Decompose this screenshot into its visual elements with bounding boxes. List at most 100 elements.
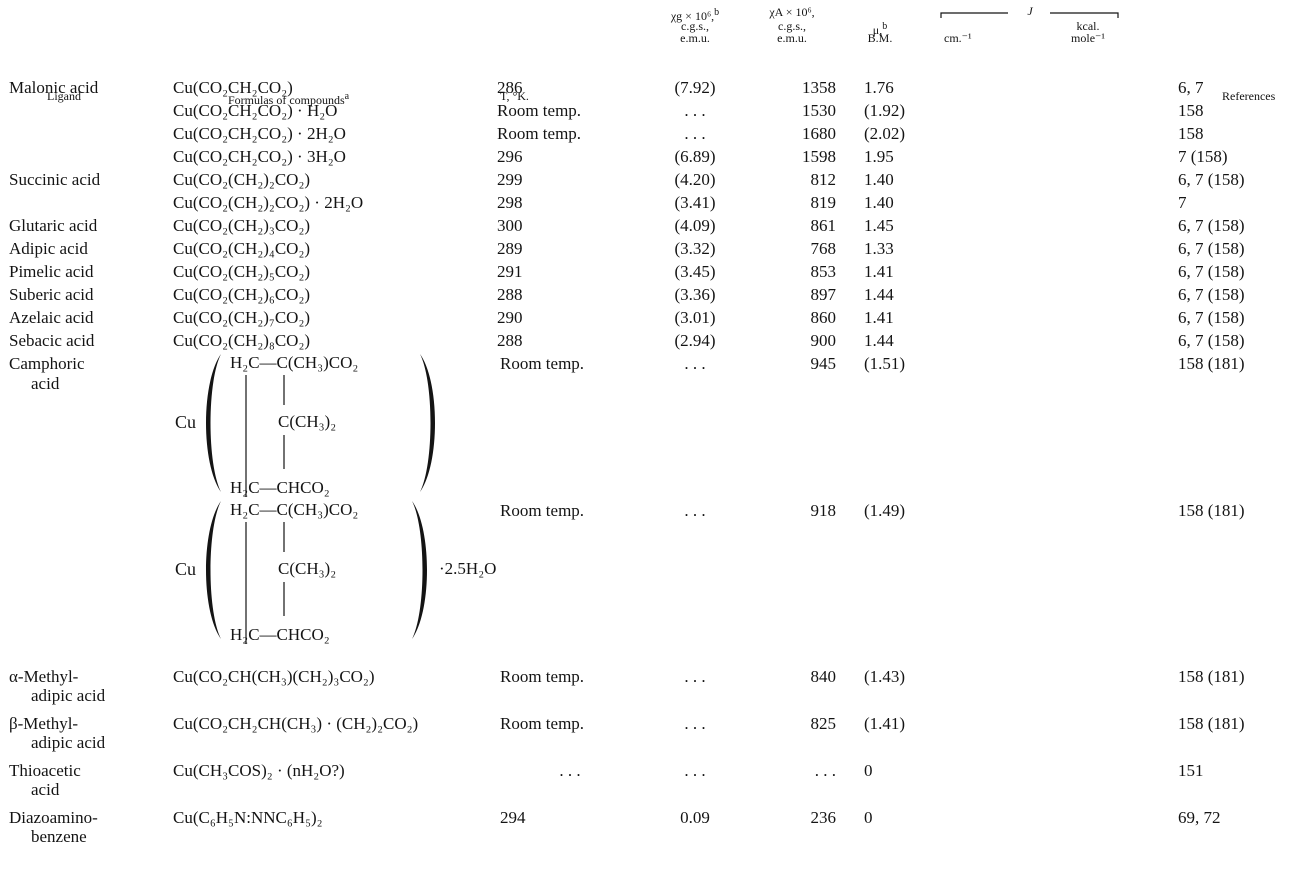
chi-a-cell: . . . (814, 761, 836, 780)
ligand-cell: Suberic acid (9, 285, 94, 304)
header-chi-g-line2: c.g.s., (681, 19, 709, 33)
ligand-cell-continued: adipic acid (31, 733, 106, 752)
structure-middle: C(CH₃)₂ (278, 559, 337, 578)
chi-a-cell: 768 (810, 239, 837, 258)
copper-symbol: Cu (175, 412, 197, 432)
chi-a-cell: 1680 (802, 124, 836, 143)
mu-cell: 0 (864, 761, 873, 780)
references-cell: 158 (1178, 101, 1204, 120)
formula-cell: Cu(CO₂CH₂CO₂) (173, 78, 293, 97)
header-cm: cm.⁻¹ (944, 31, 972, 45)
chi-g-cell: 0.09 (680, 808, 710, 827)
temperature-cell: Room temp. (500, 714, 585, 733)
references-cell: 6, 7 (1178, 78, 1204, 97)
structure-bonds (245, 375, 285, 497)
structure-top: H₂C—C(CH₃)CO₂ (230, 353, 359, 372)
formula-cell: Cu(CO₂(CH₂)₂CO₂) · 2H₂O (173, 193, 364, 212)
right-paren-glyph (420, 354, 435, 492)
formula-cell: Cu(CO₂(CH₂)₂CO₂) (173, 170, 311, 189)
formula-cell: Cu(CO₂(CH₂)₃CO₂) (173, 216, 311, 235)
header-formulas: Formulas of compoundsa (228, 90, 349, 107)
references-cell: 6, 7 (158) (1178, 285, 1245, 304)
header-chi-g-line3: e.m.u. (680, 31, 710, 45)
header-kcal-line1: kcal. (1076, 19, 1100, 33)
mu-cell: (1.49) (864, 501, 906, 520)
header-temperature: T, °K. (500, 89, 529, 103)
ligand-cell: Adipic acid (9, 239, 88, 258)
references-cell: 158 (1178, 124, 1204, 143)
ligand-cell: Azelaic acid (9, 308, 94, 327)
chi-a-cell: 840 (810, 667, 837, 686)
chi-g-cell: (3.01) (674, 308, 716, 327)
chi-a-cell: 1598 (802, 147, 836, 166)
chi-g-cell: . . . (684, 124, 706, 143)
references-cell: 158 (181) (1178, 667, 1245, 686)
chi-g-cell: (7.92) (674, 78, 716, 97)
chi-g-cell: . . . (684, 101, 706, 120)
mu-cell: 1.45 (864, 216, 894, 235)
temperature-cell: Room temp. (497, 124, 582, 143)
chi-g-cell: . . . (684, 501, 706, 520)
temperature-cell: Room temp. (500, 354, 585, 373)
ligand-cell: Thioacetic (9, 761, 81, 780)
chi-a-cell: 861 (810, 216, 837, 235)
header-chi-g-text: χg × 10⁶, (670, 9, 715, 23)
formula-cell: Cu(CO₂CH₂CO₂) · 3H₂O (173, 147, 346, 166)
ligand-cell-continued: acid (31, 374, 60, 393)
temperature-cell: 300 (497, 216, 523, 235)
ligand-cell: Diazoamino- (9, 808, 98, 827)
mu-cell: 1.33 (864, 239, 894, 258)
chi-g-cell: (3.45) (674, 262, 716, 281)
header-chi-g-footnote: b (714, 7, 720, 18)
ligand-cell: Malonic acid (9, 78, 99, 97)
header-mu-line1: μ,b (860, 20, 900, 37)
temperature-cell: 296 (497, 147, 523, 166)
chi-a-cell: 900 (810, 331, 837, 350)
mu-cell: 1.40 (864, 193, 894, 212)
references-cell: 6, 7 (158) (1178, 216, 1245, 235)
temperature-cell: 288 (497, 331, 523, 350)
chi-a-cell: 945 (810, 354, 837, 373)
right-paren-glyph (412, 501, 427, 639)
formula-cell: Cu(CO₂(CH₂)₅CO₂) (173, 262, 311, 281)
chi-g-cell: (4.09) (674, 216, 716, 235)
temperature-cell: 291 (497, 262, 523, 281)
formula-cell: Cu(CO₂(CH₂)₆CO₂) (173, 285, 311, 304)
left-paren-glyph (206, 354, 221, 492)
mu-cell: 1.44 (864, 285, 894, 304)
mu-cell: (2.02) (864, 124, 906, 143)
mu-cell: 1.41 (864, 308, 894, 327)
chi-g-cell: (4.20) (674, 170, 716, 189)
temperature-cell: 289 (497, 239, 523, 258)
hydrate-label: ·2.5H₂O (439, 559, 497, 578)
formula-cell: Cu(CO₂CH₂CH(CH₃) · (CH₂)₂CO₂) (173, 714, 419, 733)
references-cell: 6, 7 (158) (1178, 308, 1245, 327)
mu-cell: 1.95 (864, 147, 894, 166)
mu-cell: 0 (864, 808, 873, 827)
formula-cell: Cu(CO₂(CH₂)₈CO₂) (173, 331, 311, 350)
references-cell: 6, 7 (158) (1178, 331, 1245, 350)
references-cell: 158 (181) (1178, 354, 1245, 373)
formula-cell: Cu(CO₂(CH₂)₄CO₂) (173, 239, 311, 258)
chi-a-cell: 1530 (802, 101, 836, 120)
mu-cell: 1.44 (864, 331, 894, 350)
references-cell: 151 (1178, 761, 1204, 780)
ligand-cell: α-Methyl- (9, 667, 79, 686)
references-cell: 7 (158) (1178, 147, 1228, 166)
temperature-cell: 299 (497, 170, 523, 189)
header-formulas-text: Formulas of compounds (228, 93, 345, 107)
header-ligand: Ligand (47, 89, 81, 103)
references-cell: 6, 7 (158) (1178, 239, 1245, 258)
structure-bottom: H₂C—CHCO₂ (230, 625, 330, 644)
header-j: J (1027, 4, 1033, 18)
structure-bonds (245, 522, 285, 644)
references-cell: 158 (181) (1178, 501, 1245, 520)
structure-middle: C(CH₃)₂ (278, 412, 337, 431)
chi-a-cell: 918 (810, 501, 837, 520)
mu-cell: 1.41 (864, 262, 894, 281)
temperature-cell: 294 (500, 808, 526, 827)
temperature-cell: 286 (497, 78, 523, 97)
chi-g-cell: (3.32) (674, 239, 716, 258)
structure-bottom: H₂C—CHCO₂ (230, 478, 330, 497)
temperature-cell: Room temp. (500, 501, 585, 520)
